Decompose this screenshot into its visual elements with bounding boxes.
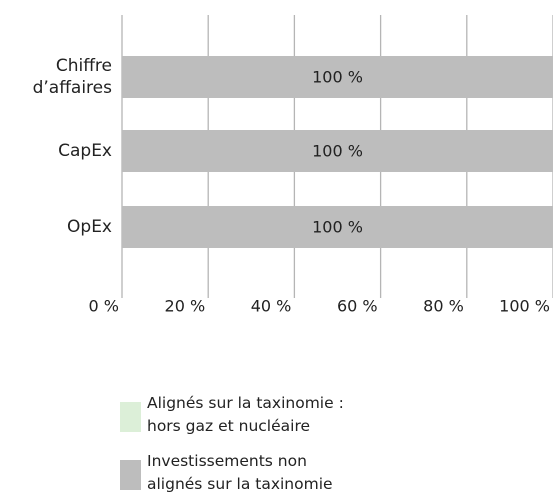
legend-label: Investissements non alignés sur la taxin…: [147, 452, 333, 493]
legend-swatch: [120, 402, 141, 432]
x-tick-label: 80 %: [423, 297, 464, 316]
legend-label: Alignés sur la taxinomie : hors gaz et n…: [147, 394, 344, 435]
x-tick-label: 40 %: [251, 297, 292, 316]
bar: [122, 56, 553, 98]
x-tick-label: 0 %: [89, 297, 119, 316]
y-tick-label: CapEx: [58, 141, 112, 161]
data-label: 100 %: [312, 142, 363, 161]
x-tick-label: 100 %: [499, 297, 550, 316]
y-tick-label: Chiffre d’affaires: [32, 56, 112, 98]
data-label: 100 %: [312, 218, 363, 237]
y-tick-label: OpEx: [67, 217, 112, 237]
legend-swatch: [120, 460, 141, 490]
x-tick-label: 60 %: [337, 297, 378, 316]
bar: [122, 130, 553, 172]
x-tick-label: 20 %: [165, 297, 206, 316]
bar: [122, 206, 553, 248]
data-label: 100 %: [312, 68, 363, 87]
